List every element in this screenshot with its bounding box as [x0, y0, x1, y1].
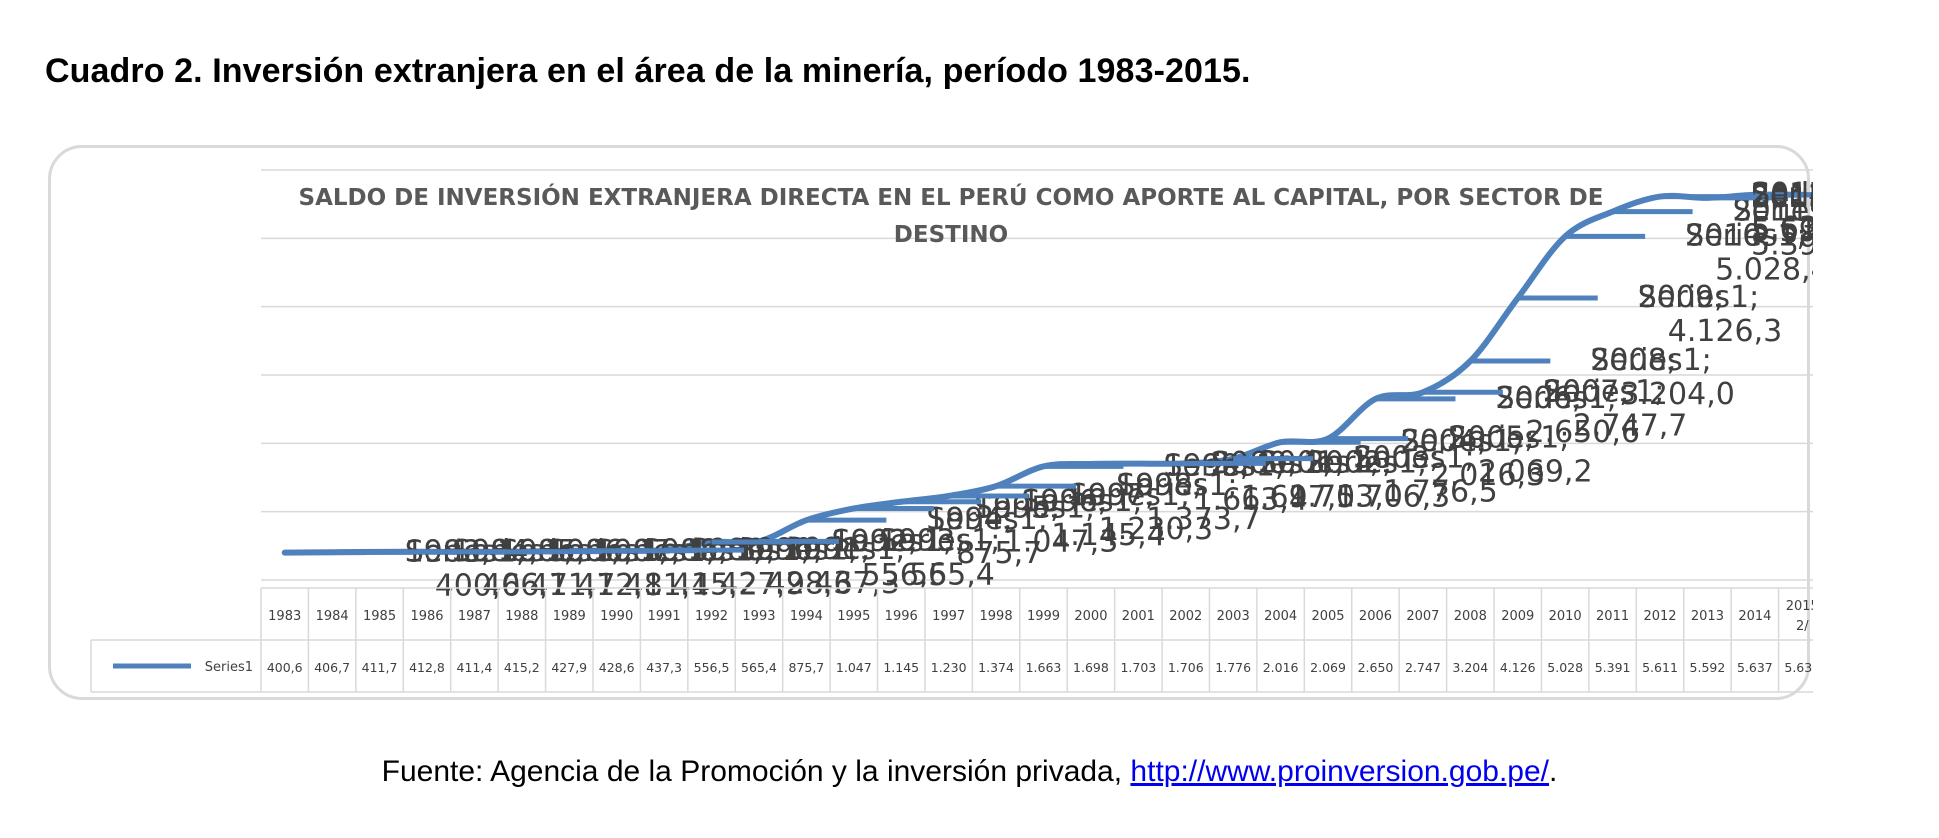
x-tick-label: 1991 [648, 609, 681, 624]
data-label: Series1;1991; 437,3 [784, 532, 905, 601]
chart-container: SALDO DE INVERSIÓN EXTRANJERA DIRECTA EN… [48, 145, 1813, 700]
caption-text: Fuente: Agencia de la Promoción y la inv… [381, 755, 1131, 788]
table-value: 400,6 [267, 660, 303, 675]
table-value: 427,9 [551, 660, 587, 675]
x-tick-label: 1995 [837, 609, 870, 624]
data-label: Series1;1998; 1.373,7 [1116, 468, 1261, 537]
data-label: Series1;2010;5.028,4 [1685, 218, 1813, 287]
line-chart: SALDO DE INVERSIÓN EXTRANJERA DIRECTA EN… [90, 169, 1813, 693]
data-label: Series1;2009; 4.126,3 [1638, 280, 1783, 349]
x-tick-label: 2011 [1596, 609, 1629, 624]
data-label: Series1;2013;5.592,7 [1751, 180, 1813, 249]
table-value: 2.747 [1405, 660, 1441, 675]
data-label: Series1;1992; 556,5 [832, 524, 953, 593]
table-value: 565,4 [741, 660, 777, 675]
x-tick-label: 1994 [790, 609, 823, 624]
x-tick-label: 2015 [1786, 599, 1813, 614]
table-value: 1.145 [883, 660, 919, 675]
table-value: 415,2 [504, 660, 540, 675]
legend-label: Series1 [205, 660, 253, 675]
table-value: 2.650 [1358, 660, 1394, 675]
x-tick-label: 2002 [1169, 609, 1202, 624]
table-value: 428,6 [599, 660, 635, 675]
x-tick-label: 1997 [932, 609, 965, 624]
table-value: 411,7 [362, 660, 398, 675]
data-label: Series1;1994; 875,7 [926, 502, 1047, 571]
data-label: Series1;2004; 2.016,3 [1401, 424, 1546, 493]
x-tick-label: 1983 [268, 609, 301, 624]
data-label: Series1;2005; 2.069,2 [1448, 421, 1593, 490]
table-value: 1.047 [836, 660, 872, 675]
x-tick-label: 1998 [980, 609, 1013, 624]
page-heading: Cuadro 2. Inversión extranjera en el áre… [45, 52, 1251, 90]
chart-title: DESTINO [894, 222, 1008, 248]
source-caption: Fuente: Agencia de la Promoción y la inv… [0, 755, 1939, 789]
table-value: 412,8 [409, 660, 445, 675]
table-value: 1.374 [978, 660, 1014, 675]
table-value: 406,7 [314, 660, 350, 675]
x-tick-label: 2010 [1549, 609, 1582, 624]
x-tick-label: 1984 [316, 609, 349, 624]
x-tick-label: 2006 [1359, 609, 1392, 624]
data-label: Series1;1999;1.663,4 [1164, 448, 1309, 517]
data-label: Series1;1990; 428,6 [737, 533, 858, 602]
x-tick-label: 1993 [742, 609, 775, 624]
x-tick-label: 2012 [1643, 609, 1676, 624]
x-tick-label: 1987 [458, 609, 491, 624]
x-tick-label: 2000 [1074, 609, 1107, 624]
x-tick-label: 2013 [1691, 609, 1724, 624]
chart-title: SALDO DE INVERSIÓN EXTRANJERA DIRECTA EN… [299, 183, 1604, 211]
table-value: 437,3 [646, 660, 682, 675]
x-tick-label-suffix: 2/ [1796, 619, 1809, 634]
data-label: Series1;1996; 1.145,4 [1021, 484, 1166, 553]
x-tick-label: 2008 [1454, 609, 1487, 624]
x-tick-label: 1999 [1027, 609, 1060, 624]
source-link[interactable]: http://www.proinversion.gob.pe/ [1130, 755, 1549, 788]
table-value: 5.637 [1784, 660, 1813, 675]
table-value: 1.230 [931, 660, 967, 675]
table-value: 875,7 [788, 660, 824, 675]
data-label: Series1;2015 2/;5.637,2 [1751, 177, 1813, 246]
table-value: 1.663 [1026, 660, 1062, 675]
x-tick-label: 2004 [1264, 609, 1297, 624]
table-value: 411,4 [457, 660, 493, 675]
x-tick-label: 2003 [1217, 609, 1250, 624]
table-value: 4.126 [1500, 660, 1536, 675]
data-label: Series1;2001; 1.703,0 [1258, 446, 1403, 515]
table-value: 5.391 [1595, 660, 1631, 675]
x-tick-label: 2001 [1122, 609, 1155, 624]
table-value: 2.069 [1310, 660, 1346, 675]
x-tick-label: 2009 [1501, 609, 1534, 624]
table-value: 2.016 [1263, 660, 1299, 675]
table-value: 1.706 [1168, 660, 1204, 675]
x-tick-label: 2007 [1406, 609, 1439, 624]
table-value: 5.611 [1642, 660, 1678, 675]
data-label: Series1;2008; 3.204,0 [1590, 343, 1735, 412]
data-label: Series1;2007; 2.747,7 [1543, 374, 1688, 443]
table-value: 556,5 [694, 660, 730, 675]
data-label: Series1;2000;1.697,5 [1211, 446, 1356, 515]
x-tick-label: 2014 [1738, 609, 1771, 624]
data-label: Series1;1997; 1.230,3 [1069, 478, 1214, 547]
caption-period: . [1549, 755, 1558, 788]
data-label: Series1;2003; 1.776,5 [1353, 441, 1498, 510]
x-tick-label: 2005 [1311, 609, 1344, 624]
table-value: 1.703 [1120, 660, 1156, 675]
x-tick-label: 1992 [695, 609, 728, 624]
x-tick-label: 1996 [885, 609, 918, 624]
data-label: Series1;2006; 2.650,6 [1495, 381, 1640, 450]
data-label: Series1;1993; 565,4 [879, 523, 1000, 592]
table-value: 1.776 [1215, 660, 1251, 675]
table-value: 1.698 [1073, 660, 1109, 675]
x-tick-label: 1986 [410, 609, 443, 624]
x-tick-label: 1990 [600, 609, 633, 624]
x-tick-label: 1988 [505, 609, 538, 624]
data-label: Series1;2002; 1.706,3 [1306, 445, 1451, 514]
table-value: 3.204 [1452, 660, 1488, 675]
x-tick-label: 1985 [363, 609, 396, 624]
x-tick-label: 1989 [553, 609, 586, 624]
table-value: 5.592 [1690, 660, 1726, 675]
table-value: 5.028 [1547, 660, 1583, 675]
table-value: 5.637 [1737, 660, 1773, 675]
